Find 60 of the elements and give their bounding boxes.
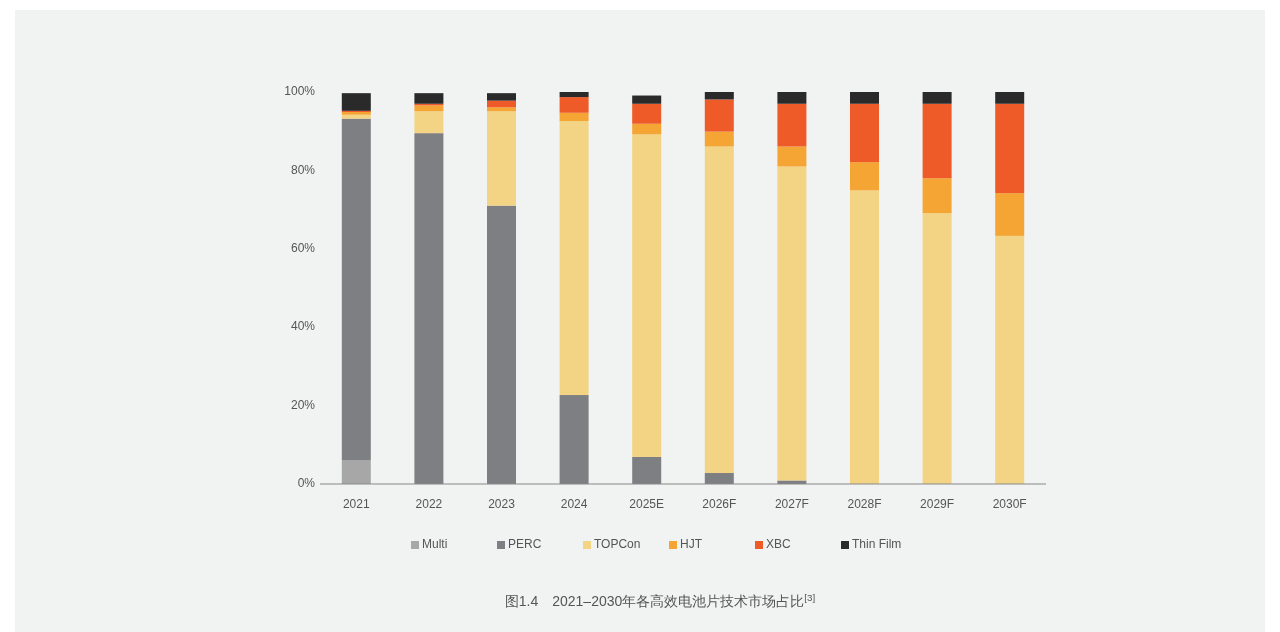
bar — [632, 123, 662, 135]
bar — [922, 213, 952, 484]
bar — [777, 92, 807, 104]
bar — [559, 97, 589, 113]
caption: 图1.4 2021–2030年各高效电池片技术市场占比$^{[3]}$ — [504, 591, 816, 609]
bar — [704, 99, 734, 132]
x-tick-label: 2024 — [560, 497, 588, 511]
bar — [487, 100, 516, 108]
bar — [341, 114, 371, 119]
x-tick-label: 2022 — [415, 497, 443, 511]
bar — [777, 166, 807, 481]
bar — [995, 193, 1025, 236]
x-tick-label: 2025E — [629, 497, 665, 511]
y-tick-label: 20% — [290, 397, 316, 412]
bar — [777, 146, 807, 167]
bar — [850, 92, 879, 104]
legend-label: TOPCon — [594, 537, 641, 552]
bar — [487, 93, 516, 101]
y-tick-label: 0% — [297, 476, 316, 491]
bar — [414, 111, 444, 134]
y-tick-label: 60% — [290, 240, 316, 255]
legend-label: XBC — [766, 537, 792, 552]
bar — [777, 103, 807, 147]
bar — [414, 93, 444, 104]
y-tick-label: 100% — [284, 84, 316, 99]
bar — [632, 134, 662, 457]
bar — [559, 92, 589, 98]
bar — [632, 103, 662, 124]
legend-label: PERC — [508, 537, 542, 552]
bar — [995, 103, 1025, 194]
y-tick-label: 40% — [290, 319, 316, 334]
bar — [704, 146, 734, 474]
x-tick-label: 2021 — [342, 497, 370, 511]
bar — [704, 131, 734, 147]
bar — [850, 103, 879, 163]
bar — [922, 92, 952, 104]
bar — [850, 162, 879, 191]
y-tick-label: 80% — [290, 162, 316, 177]
legend-label: Multi — [422, 537, 448, 552]
bar — [922, 178, 952, 214]
x-tick-label: 2029F — [920, 497, 955, 511]
bar — [559, 121, 589, 396]
bar — [559, 112, 589, 122]
legend-label: Thin Film — [852, 537, 902, 552]
bar — [995, 92, 1025, 104]
bar — [704, 92, 734, 100]
x-tick-label: 2027F — [774, 497, 809, 511]
x-tick-label: 2023 — [488, 497, 516, 511]
bar — [341, 93, 371, 111]
bar — [850, 190, 879, 484]
x-tick-label: 2026F — [702, 497, 737, 511]
bar — [487, 111, 516, 206]
x-tick-label: 2028F — [847, 497, 882, 511]
bar — [487, 107, 516, 112]
bar — [414, 105, 444, 112]
bar — [632, 95, 662, 104]
bar — [995, 235, 1025, 484]
bar — [922, 103, 952, 179]
legend-label: HJT — [680, 537, 703, 552]
x-tick-label: 2030F — [992, 497, 1027, 511]
